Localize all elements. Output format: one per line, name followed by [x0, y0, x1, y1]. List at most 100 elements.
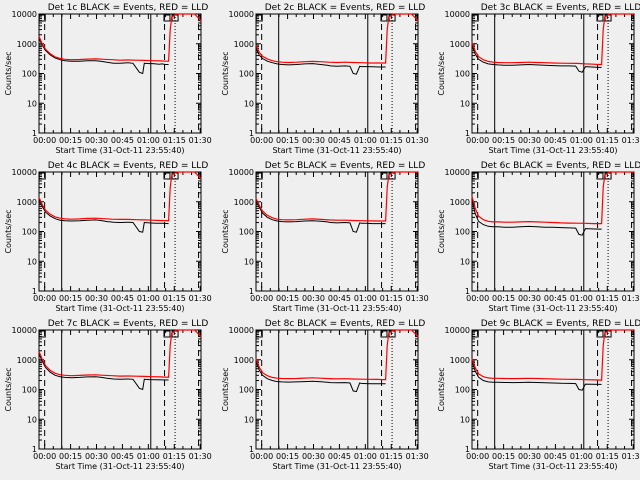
marker-box [255, 172, 263, 180]
x-tick-label: 01:00 [137, 136, 160, 145]
y-tick-label: 1000 [234, 198, 254, 207]
chart-title: Det 8c BLACK = Events, RED = LLD [265, 319, 426, 329]
chart-title: Det 3c BLACK = Events, RED = LLD [481, 3, 640, 13]
chart-title: Det 2c BLACK = Events, RED = LLD [265, 3, 426, 13]
y-tick-label: 1 [249, 287, 254, 296]
events-series-line [471, 199, 602, 236]
lld-series-line [38, 13, 202, 62]
x-tick-label: 01:00 [570, 136, 593, 145]
x-axis-label: Start Time (31-Oct-11 23:55:40) [55, 146, 184, 155]
y-tick-label: 1000 [17, 40, 37, 49]
marker-box [471, 172, 479, 180]
y-tick-label: 100 [239, 70, 254, 79]
x-tick-label: 01:00 [137, 294, 160, 303]
y-tick-label: 10 [27, 99, 37, 108]
x-tick-label: 00:30 [85, 452, 108, 461]
x-tick-label: 01:00 [570, 452, 593, 461]
chart-title: Det 4c BLACK = Events, RED = LLD [48, 161, 209, 171]
x-tick-label: 01:00 [354, 452, 377, 461]
y-tick-label: 100 [455, 70, 470, 79]
x-tick-label: 00:00 [250, 452, 273, 461]
x-tick-label: 01:30 [622, 294, 640, 303]
x-tick-label: 01:30 [189, 136, 212, 145]
lld-series-line [255, 329, 419, 381]
x-tick-label: 00:30 [302, 452, 325, 461]
x-axis-label: Start Time (31-Oct-11 23:55:40) [272, 304, 401, 313]
chart-title: Det 9c BLACK = Events, RED = LLD [481, 319, 640, 329]
marker-box [380, 330, 388, 338]
lld-series-line [38, 329, 202, 378]
x-tick-label: 00:00 [33, 294, 56, 303]
chart-title: Det 5c BLACK = Events, RED = LLD [265, 161, 426, 171]
x-tick-label: 00:45 [111, 136, 134, 145]
x-tick-label: 01:30 [189, 452, 212, 461]
marker-box [380, 172, 388, 180]
chart-panel-2: Det 2c BLACK = Events, RED = LLD 1 10 100 10… [221, 3, 429, 155]
y-tick-label: 100 [22, 228, 37, 237]
chart-panel-1: Det 1c BLACK = Events, RED = LLD 1 10 100 10… [4, 3, 212, 155]
marker-box [471, 330, 479, 338]
x-tick-label: 01:15 [380, 452, 403, 461]
marker-box [596, 172, 604, 180]
plot-frame [38, 13, 202, 134]
lld-series-line [38, 171, 202, 222]
y-tick-label: 1000 [234, 40, 254, 49]
x-tick-label: 00:30 [302, 294, 325, 303]
y-tick-label: 10000 [12, 10, 37, 19]
x-tick-label: 01:30 [189, 294, 212, 303]
x-tick-label: 00:30 [85, 136, 108, 145]
plot-frame [471, 13, 635, 134]
y-tick-label: 1 [32, 129, 37, 138]
events-series-line [255, 360, 386, 393]
x-tick-label: 01:00 [137, 452, 160, 461]
plot-frame [38, 329, 202, 450]
marker-box [38, 172, 46, 180]
marker-box [596, 330, 604, 338]
plot-frame [38, 171, 202, 292]
x-tick-label: 01:15 [163, 294, 186, 303]
events-series-line [471, 360, 602, 391]
x-tick-label: 00:00 [466, 136, 489, 145]
marker-box [255, 14, 263, 22]
x-tick-label: 00:15 [276, 136, 299, 145]
x-tick-label: 01:00 [354, 294, 377, 303]
events-series-line [255, 200, 386, 233]
lld-series-line [471, 171, 634, 225]
marker-box [163, 14, 171, 22]
x-axis-label: Start Time (31-Oct-11 23:55:40) [55, 462, 184, 471]
x-tick-label: 00:45 [328, 136, 351, 145]
y-tick-label: 1 [32, 445, 37, 454]
x-tick-label: 00:00 [466, 452, 489, 461]
x-tick-label: 01:15 [380, 136, 403, 145]
y-tick-label: 1000 [17, 198, 37, 207]
plot-frame [255, 329, 419, 450]
x-tick-label: 00:15 [492, 452, 515, 461]
x-tick-label: 01:00 [570, 294, 593, 303]
y-tick-label: 1000 [234, 356, 254, 365]
x-tick-label: 00:15 [59, 136, 82, 145]
x-tick-label: 00:45 [111, 452, 134, 461]
y-tick-label: 10 [244, 99, 254, 108]
lld-series-line [471, 329, 634, 381]
x-tick-label: 00:45 [328, 452, 351, 461]
x-tick-label: 01:15 [596, 136, 619, 145]
chart-panel-4: Det 4c BLACK = Events, RED = LLD 1 10 100 10… [4, 161, 212, 313]
x-axis-label: Start Time (31-Oct-11 23:55:40) [488, 304, 617, 313]
chart-title: Det 7c BLACK = Events, RED = LLD [48, 319, 209, 329]
x-axis-label: Start Time (31-Oct-11 23:55:40) [272, 146, 401, 155]
y-tick-label: 10 [460, 99, 470, 108]
events-series-line [38, 199, 169, 233]
y-axis-label: Counts/sec [221, 51, 230, 95]
marker-box [38, 14, 46, 22]
plot-frame [471, 171, 635, 292]
events-series-line [255, 48, 386, 75]
marker-box [380, 14, 388, 22]
y-tick-label: 100 [22, 70, 37, 79]
marker-box [596, 14, 604, 22]
x-tick-label: 01:30 [622, 136, 640, 145]
chart-panel-8: Det 8c BLACK = Events, RED = LLD 1 10 100 10… [221, 319, 429, 471]
chart-panel-6: Det 6c BLACK = Events, RED = LLD 1 10 100 10… [437, 161, 640, 313]
y-tick-label: 10000 [229, 10, 254, 19]
y-tick-label: 10 [460, 257, 470, 266]
